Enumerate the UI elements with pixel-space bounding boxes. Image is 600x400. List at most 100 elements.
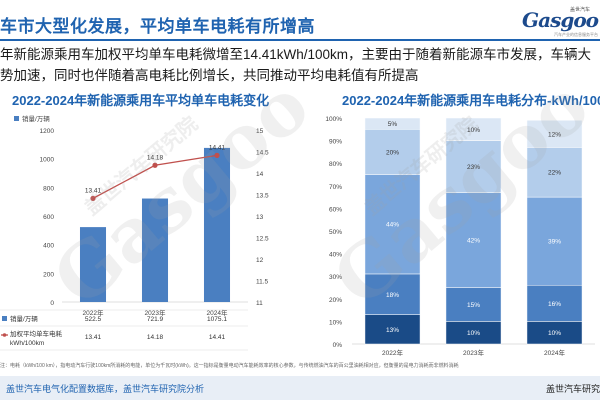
summary-line-2: 势加速，同时也伴随着高电耗比例增长，共同推动平均电耗值有所提高 — [0, 68, 419, 83]
right-chart-title: 2022-2024年新能源乘用车电耗分布-kWh/100k — [342, 93, 600, 108]
consumption-data-label: 14.41 — [209, 144, 226, 151]
consumption-point — [152, 162, 158, 168]
logo-tagline: 汽车产业的信息服务平台 — [554, 32, 598, 37]
consumption-data-label: 14.18 — [147, 154, 164, 161]
segment-label: 23% — [467, 164, 480, 171]
logo-chinese-text: 盖世汽车 — [569, 7, 590, 13]
sales-bar — [79, 227, 107, 302]
summary-text: 年新能源乘用车加权平均单车电耗微增至14.41kWh/100km，主要由于随着新… — [0, 44, 600, 86]
y-tick-label: 20% — [329, 297, 342, 304]
sales-bar — [203, 147, 231, 302]
y-tick-label: 40% — [329, 252, 342, 259]
x-tick-label: 2024年 — [207, 308, 228, 317]
y-right-tick-label: 13 — [256, 214, 264, 221]
segment-label: 10% — [548, 330, 561, 337]
summary-line-1: 年新能源乘用车加权平均单车电耗微增至14.41kWh/100km，主要由于随着新… — [0, 47, 592, 62]
legend-label-sales: 销量/万辆 — [22, 114, 50, 123]
stack-segment — [445, 117, 502, 141]
stack-segment — [445, 192, 502, 288]
stack-segment — [364, 117, 421, 130]
y-right-tick-label: 11.5 — [256, 279, 269, 286]
footer-source: 盖世汽车电气化配置数据库，盖世汽车研究院分析 — [6, 384, 205, 394]
segment-label: 16% — [548, 301, 561, 308]
consumption-distribution-chart: 100% 90% 80% 70% 60% 50% 40% 30% 20% 10% 0% 13% 18% 4… — [325, 116, 595, 357]
footer-brand: 盖世汽车研究 — [545, 384, 600, 394]
y-right-tick-label: 12.5 — [256, 236, 269, 243]
x-tick-label: 2022年 — [83, 308, 104, 317]
y-left-tick-label: 1000 — [40, 157, 55, 164]
table-cell: 1075.1 — [207, 316, 227, 323]
y-left-tick-label: 200 — [43, 271, 54, 278]
stack-segment — [364, 273, 421, 315]
consumption-combo-chart: 0 200 400 600 800 1000 1200 11 11.5 12 12.5 13 13.5 1… — [0, 114, 269, 351]
segment-label: 18% — [386, 292, 399, 299]
table-cell: 522.5 — [85, 316, 102, 323]
y-tick-label: 70% — [329, 184, 342, 191]
consumption-point — [214, 152, 220, 158]
y-right-tick-label: 13.5 — [256, 193, 269, 200]
y-left-tick-label: 1200 — [40, 128, 55, 135]
footnote: 注：电耗（kWh/100 km），指电动汽车行驶100km所消耗的电能，单位为千… — [0, 363, 459, 369]
stack-segment — [445, 287, 502, 322]
stack-segment — [364, 129, 421, 175]
stack-segment — [526, 284, 583, 322]
y-left-tick-label: 600 — [43, 214, 54, 221]
left-chart-title: 2022-2024年新能源乘用车平均单车电耗变化 — [12, 93, 270, 108]
segment-label: 12% — [548, 131, 561, 138]
y-tick-label: 90% — [329, 139, 342, 146]
consumption-data-label: 13.41 — [85, 187, 102, 194]
segment-label: 22% — [548, 170, 561, 177]
consumption-line — [92, 154, 218, 199]
table-cell: 13.41 — [85, 334, 102, 341]
y-tick-label: 50% — [329, 229, 342, 236]
y-tick-label: 60% — [329, 206, 342, 213]
y-left-tick-label: 0 — [50, 300, 54, 307]
y-left-tick-label: 400 — [43, 243, 54, 250]
sales-bar — [141, 198, 169, 302]
title-bar: 车市大型化发展，平均单车电耗有所增高 盖世汽车 Gasgoo 汽车产业的信息服务… — [0, 0, 600, 42]
segment-label: 42% — [467, 238, 480, 245]
segment-label: 44% — [386, 222, 399, 229]
y-tick-label: 0% — [333, 342, 343, 349]
segment-label: 39% — [548, 239, 561, 246]
stack-segment — [526, 196, 583, 286]
y-tick-label: 100% — [325, 116, 342, 123]
footer: 盖世汽车电气化配置数据库，盖世汽车研究院分析 盖世汽车研究 — [0, 376, 600, 400]
y-right-tick-label: 14 — [256, 171, 264, 178]
y-right-tick-label: 11 — [256, 300, 263, 307]
x-tick-label: 2024年 — [544, 348, 565, 357]
stack-segment — [526, 120, 583, 148]
table-row-label: kWh/100km — [10, 340, 44, 347]
segment-label: 13% — [386, 327, 399, 334]
table-row-label: 加权平均单车电耗 — [10, 329, 63, 338]
y-right-tick-label: 14.5 — [256, 150, 269, 157]
logo-wordmark: Gasgoo — [522, 8, 599, 32]
stack-segment — [364, 174, 421, 275]
table-cell: 14.41 — [209, 334, 226, 341]
table-cell: 721.9 — [147, 316, 164, 323]
segment-label: 5% — [388, 121, 398, 128]
y-tick-label: 80% — [329, 161, 342, 168]
x-tick-label: 2023年 — [463, 348, 484, 357]
table-row-swatch-dot — [2, 333, 7, 337]
stack-segment — [526, 147, 583, 198]
y-tick-label: 30% — [329, 274, 342, 281]
segment-label: 10% — [467, 330, 480, 337]
stack-segment — [445, 140, 502, 193]
table-cell: 14.18 — [147, 334, 164, 341]
x-tick-label: 2022年 — [382, 348, 403, 357]
page-title: 车市大型化发展，平均单车电耗有所增高 — [0, 17, 315, 36]
consumption-point — [90, 195, 96, 201]
legend-swatch-sales — [14, 116, 19, 121]
table-row-swatch — [2, 316, 7, 321]
gasgoo-logo: 盖世汽车 Gasgoo 汽车产业的信息服务平台 — [522, 6, 600, 37]
segment-label: 15% — [467, 302, 480, 309]
y-right-tick-label: 12 — [256, 257, 264, 264]
y-left-tick-label: 800 — [43, 185, 54, 192]
title-divider — [0, 39, 600, 41]
table-row-label: 销量/万辆 — [10, 314, 38, 323]
segment-label: 10% — [467, 127, 480, 134]
y-right-tick-label: 15 — [256, 128, 264, 135]
y-tick-label: 10% — [329, 319, 342, 326]
x-tick-label: 2023年 — [145, 308, 166, 317]
